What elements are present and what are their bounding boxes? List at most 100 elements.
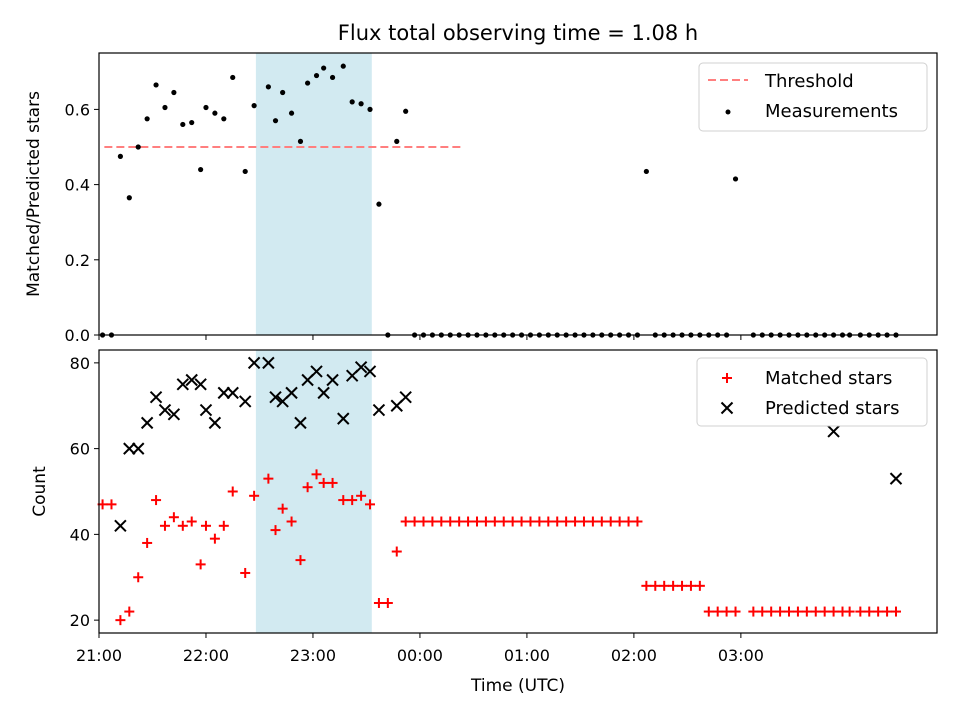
predicted-star-point	[269, 390, 282, 404]
top-y-tick-label: 0.6	[65, 100, 90, 119]
legend-measurements-swatch	[725, 109, 731, 115]
matched-star-point	[596, 516, 607, 527]
x-tick-label: 01:00	[504, 646, 550, 665]
matched-star-point	[436, 516, 447, 527]
matched-star-point	[168, 512, 179, 523]
matched-star-point	[561, 516, 572, 527]
matched-star-point	[200, 520, 211, 531]
matched-star-point	[810, 606, 821, 617]
matched-star-point	[534, 516, 545, 527]
matched-star-point	[668, 580, 679, 591]
matched-star-point	[218, 520, 229, 531]
matched-star-point	[694, 580, 705, 591]
measurement-point	[189, 119, 195, 126]
top-plot-frame	[98, 52, 938, 336]
matched-star-point	[249, 490, 260, 501]
matched-star-point	[365, 499, 376, 510]
predicted-star-point	[140, 416, 154, 430]
matched-star-point	[227, 486, 238, 497]
matched-star-point	[605, 516, 616, 527]
top-shaded-interval	[255, 53, 372, 335]
matched-star-point	[106, 499, 117, 510]
measurement-point	[376, 201, 382, 207]
bottom-y-tick-label: 80	[70, 354, 90, 373]
legend-predicted-swatch	[720, 401, 734, 415]
matched-star-point	[890, 606, 901, 617]
matched-star-point	[685, 580, 696, 591]
legend-matched-swatch	[722, 373, 732, 383]
matched-star-point	[712, 606, 723, 617]
matched-star-point	[338, 495, 349, 506]
predicted-star-point	[149, 390, 163, 404]
matched-star-point	[240, 567, 251, 578]
matched-star-point	[318, 477, 329, 488]
predicted-star-point	[226, 386, 239, 400]
top-legend-box	[698, 62, 928, 132]
predicted-star-point	[294, 416, 307, 430]
bottom-shaded-interval	[255, 350, 372, 633]
matched-star-point	[578, 516, 589, 527]
predicted-star-point	[354, 360, 368, 374]
predicted-star-point	[262, 356, 275, 370]
predicted-star-point	[208, 416, 222, 430]
legend-measurements-label: Measurements	[765, 101, 898, 122]
matched-star-point	[844, 606, 855, 617]
predicted-star-point	[132, 442, 145, 455]
matched-star-point	[677, 580, 688, 591]
measurement-point	[153, 82, 159, 88]
x-axis-label: Time (UTC)	[470, 676, 565, 696]
matched-star-point	[801, 606, 812, 617]
matched-star-point	[327, 477, 338, 488]
measurement-point	[280, 89, 286, 96]
matched-stars-series	[97, 469, 901, 626]
bottom-legend-box	[696, 357, 928, 427]
matched-star-point	[480, 516, 491, 527]
legend-plus-marker	[722, 373, 732, 383]
measurement-point	[117, 153, 123, 159]
measurement-point	[230, 74, 236, 81]
matched-star-point	[757, 606, 768, 617]
predicted-star-point	[337, 412, 350, 425]
matched-star-point	[302, 482, 313, 493]
matched-star-point	[124, 606, 135, 617]
measurement-point	[162, 104, 168, 111]
matched-star-point	[263, 473, 274, 484]
measurement-point	[171, 89, 177, 96]
bottom-panel: 20 40 60 80 21:00 22:00 23:00 00:00 01:00 02:00 0…	[30, 349, 938, 696]
measurement-point	[144, 116, 150, 122]
matched-star-point	[382, 597, 393, 608]
bottom-y-ticks: 20 40 60 80	[70, 354, 99, 630]
matched-star-point	[641, 580, 652, 591]
matched-star-point	[632, 516, 643, 527]
predicted-star-point	[158, 403, 172, 417]
measurement-point	[313, 72, 320, 79]
measurement-point	[643, 168, 649, 175]
predicted-star-point	[176, 378, 190, 391]
measurement-point	[251, 103, 257, 109]
matched-star-point	[748, 606, 759, 617]
matched-star-point	[195, 559, 206, 570]
x-tick-label: 23:00	[290, 646, 336, 665]
matched-star-point	[151, 495, 162, 506]
matched-star-point	[614, 516, 625, 527]
matched-star-point	[784, 606, 795, 617]
matched-star-point	[498, 516, 509, 527]
legend-threshold-label: Threshold	[764, 71, 854, 92]
bottom-legend: Matched stars Predicted stars	[696, 357, 928, 427]
matched-star-point	[507, 516, 518, 527]
top-y-tick-label: 0.2	[65, 251, 90, 270]
measurement-point	[265, 84, 271, 90]
matched-star-point	[873, 606, 884, 617]
matched-star-point	[133, 572, 144, 583]
matched-star-point	[142, 537, 153, 548]
matched-star-point	[489, 516, 500, 527]
matched-star-point	[828, 606, 839, 617]
measurement-point	[288, 110, 295, 116]
matched-star-point	[623, 516, 634, 527]
bottom-y-tick-label: 60	[70, 440, 90, 459]
top-legend: Threshold Measurements	[698, 62, 928, 132]
measurement-point	[272, 118, 279, 124]
predicted-star-point	[310, 365, 323, 378]
bottom-x-ticks: 21:00 22:00 23:00 00:00 01:00 02:00 03:00	[76, 633, 764, 665]
